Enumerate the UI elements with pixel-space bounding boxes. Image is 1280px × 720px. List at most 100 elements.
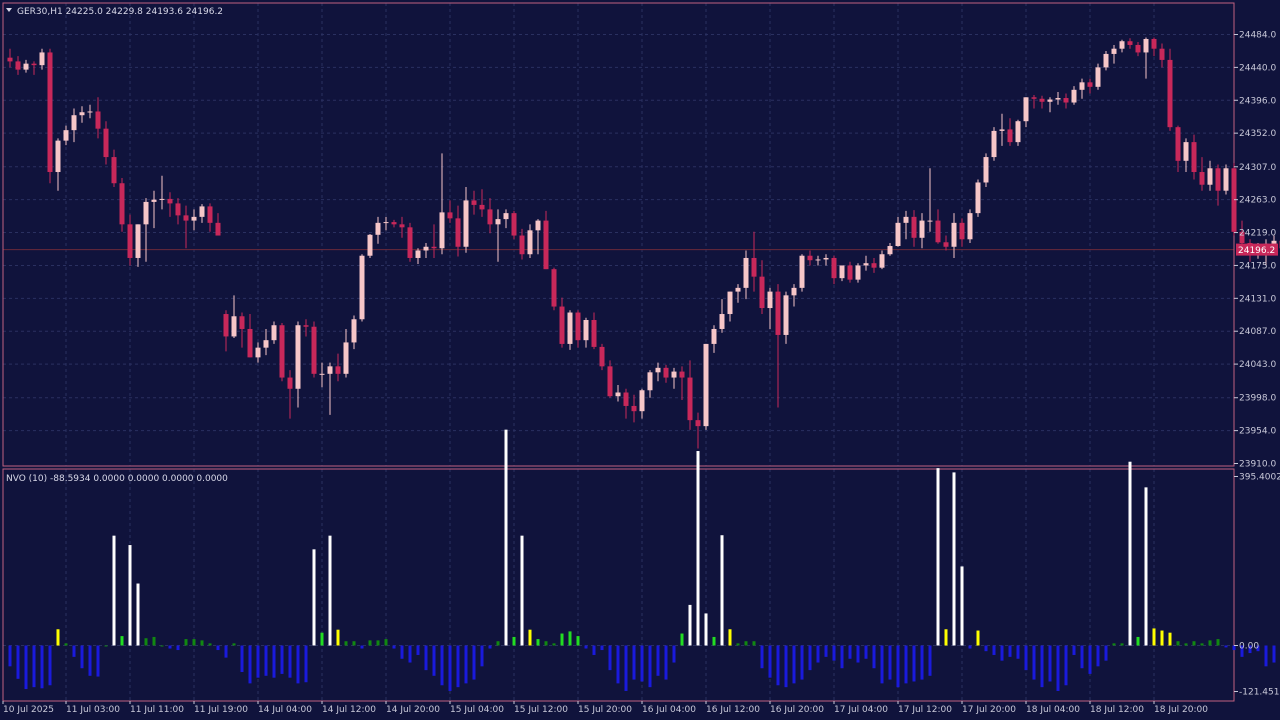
histogram-bar xyxy=(696,451,700,646)
candle xyxy=(511,210,517,240)
time-label: 17 Jul 12:00 xyxy=(898,705,952,715)
candle xyxy=(1095,63,1101,90)
candle-body xyxy=(927,220,933,222)
candle-body xyxy=(447,212,453,219)
candle xyxy=(759,260,765,315)
histogram-bar xyxy=(824,645,828,657)
candle-body xyxy=(1199,172,1205,185)
histogram-bar xyxy=(664,645,668,680)
candle-body xyxy=(119,183,125,225)
candle xyxy=(335,353,341,382)
histogram-bar xyxy=(1176,641,1180,646)
candlestick-series xyxy=(7,37,1280,449)
candle-body xyxy=(87,111,93,113)
candle xyxy=(983,153,989,187)
candle-body xyxy=(31,63,37,66)
candle-body xyxy=(143,201,149,225)
candle-body xyxy=(775,291,781,335)
candle xyxy=(407,222,413,262)
symbol-header[interactable]: GER30,H1 24225.0 24229.8 24193.6 24196.2 xyxy=(6,7,223,17)
candle xyxy=(1175,125,1181,173)
candle-body xyxy=(247,328,253,358)
indicator-panel-border xyxy=(2,468,1235,702)
candle-body xyxy=(839,265,845,279)
histogram-bar xyxy=(488,645,492,649)
candle-body xyxy=(7,57,13,62)
candle xyxy=(783,291,789,344)
histogram-bar xyxy=(1120,643,1124,646)
candle-body xyxy=(1143,38,1149,53)
candle-body xyxy=(951,222,957,247)
histogram-bar xyxy=(376,640,380,646)
candle xyxy=(431,224,437,258)
histogram-bar xyxy=(280,645,284,674)
candle xyxy=(743,250,749,300)
candle xyxy=(263,328,269,356)
histogram-bar xyxy=(1152,628,1156,646)
candle xyxy=(1143,37,1149,79)
candle xyxy=(975,179,981,217)
candle xyxy=(663,364,669,383)
histogram-bar xyxy=(976,630,980,646)
candle-body xyxy=(647,372,653,391)
histogram-bar xyxy=(752,641,756,646)
time-label: 18 Jul 12:00 xyxy=(1090,705,1144,715)
price-label: 23954.0 xyxy=(1239,427,1276,437)
histogram-bar xyxy=(264,645,268,676)
histogram-bar xyxy=(240,645,244,673)
histogram-bar xyxy=(920,645,924,680)
candle-body xyxy=(1215,168,1221,191)
histogram-bar xyxy=(1000,645,1004,661)
candle xyxy=(1183,138,1189,173)
candle xyxy=(271,321,277,344)
histogram-bar xyxy=(736,643,740,646)
histogram-bar xyxy=(200,640,204,646)
histogram-bar xyxy=(776,645,780,686)
histogram-bar xyxy=(1016,645,1020,659)
candle xyxy=(1127,38,1133,49)
candle-body xyxy=(615,392,621,397)
candle xyxy=(55,138,61,191)
candle xyxy=(351,315,357,350)
candle xyxy=(567,310,573,350)
candle xyxy=(1023,97,1029,128)
histogram-bar xyxy=(544,641,548,646)
histogram-bar xyxy=(536,639,540,646)
candle-body xyxy=(1071,89,1077,103)
histogram-bar xyxy=(992,645,996,655)
chart-grid xyxy=(3,3,1234,701)
candle xyxy=(679,366,685,400)
candle-body xyxy=(439,212,445,249)
histogram-bar xyxy=(1264,645,1268,667)
candle xyxy=(399,216,405,238)
triangle-down-icon[interactable] xyxy=(6,8,12,12)
candle xyxy=(847,261,853,283)
candle xyxy=(671,367,677,389)
histogram-bar xyxy=(624,645,628,691)
candle-body xyxy=(663,367,669,378)
histogram-bar xyxy=(384,639,388,646)
candle xyxy=(807,250,813,266)
candle-body xyxy=(1015,121,1021,143)
histogram-bar xyxy=(224,645,228,658)
candle-body xyxy=(1271,240,1277,244)
candle xyxy=(535,219,541,255)
candle xyxy=(471,190,477,215)
candle-body xyxy=(759,276,765,309)
candle-body xyxy=(703,343,709,427)
histogram-bar xyxy=(24,645,28,690)
candle-body xyxy=(719,314,725,329)
histogram-bar xyxy=(1136,636,1140,646)
candle xyxy=(183,205,189,249)
histogram-bar xyxy=(728,629,732,646)
candle-body xyxy=(319,373,325,375)
candle-body xyxy=(999,129,1005,131)
candle-body xyxy=(1023,97,1029,122)
histogram-bar xyxy=(440,645,444,686)
histogram-bar xyxy=(816,645,820,663)
candle-body xyxy=(831,257,837,279)
time-label: 15 Jul 12:00 xyxy=(514,705,568,715)
histogram-bar xyxy=(864,645,868,659)
candle-body xyxy=(487,209,493,225)
